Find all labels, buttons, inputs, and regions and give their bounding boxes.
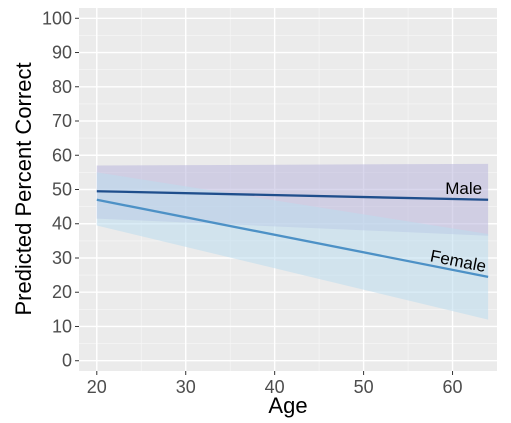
x-tick-label: 50 [354, 377, 374, 397]
y-tick-label: 0 [62, 351, 72, 371]
y-tick-label: 30 [52, 248, 72, 268]
x-tick-label: 60 [443, 377, 463, 397]
x-tick-label: 30 [176, 377, 196, 397]
x-axis: 20 30 40 50 60 [87, 371, 463, 397]
y-tick-label: 70 [52, 111, 72, 131]
series-label-male: Male [445, 179, 482, 198]
y-tick-label: 50 [52, 180, 72, 200]
series-lines [96, 190, 489, 278]
confidence-band-female [96, 172, 489, 320]
y-tick-label: 100 [42, 8, 72, 28]
y-tick-label: 90 [52, 43, 72, 63]
y-tick-label: 40 [52, 214, 72, 234]
x-tick-label: 20 [87, 377, 107, 397]
x-axis-title: Age [268, 393, 307, 418]
y-tick-label: 20 [52, 282, 72, 302]
confidence-bands [96, 163, 489, 320]
series-line-male [96, 190, 489, 201]
series-line-female [96, 198, 489, 278]
y-tick-label: 80 [52, 77, 72, 97]
y-axis: 0 10 20 30 40 50 60 70 80 90 100 [42, 8, 79, 371]
y-tick-label: 60 [52, 145, 72, 165]
y-axis-title: Predicted Percent Correct [11, 62, 36, 315]
y-tick-label: 10 [52, 316, 72, 336]
x-tick-label: 40 [265, 377, 285, 397]
